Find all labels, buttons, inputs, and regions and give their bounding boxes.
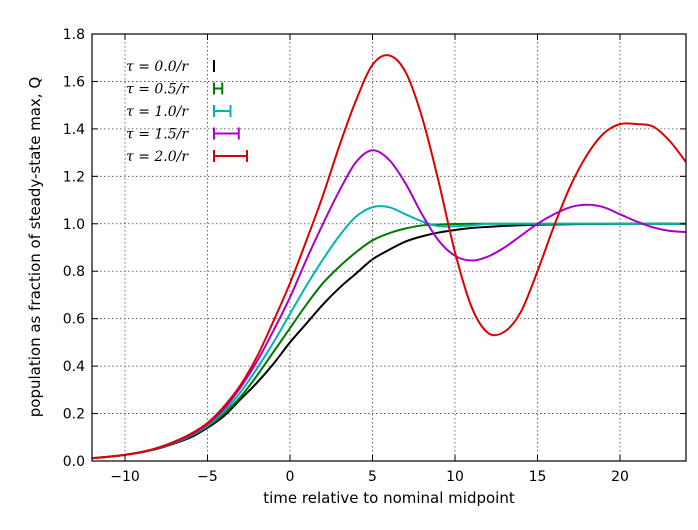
plot-frame <box>91 33 687 462</box>
x-tick-label: 15 <box>529 469 547 485</box>
legend-delay-bar-4 <box>213 150 248 162</box>
legend-delay-bar-2 <box>213 105 232 117</box>
x-axis-label: time relative to nominal midpoint <box>263 489 515 507</box>
x-tick-label: 10 <box>446 469 464 485</box>
y-tick-label: 0.2 <box>63 407 85 423</box>
x-tick-label: −5 <box>197 469 218 485</box>
y-axis-label: population as fraction of steady-state m… <box>26 77 44 417</box>
y-tick-label: 0.0 <box>63 454 85 470</box>
axis-ticks: −10 −5 0 5 10 15 20 0.0 0.2 0.4 0.6 0.8 1.0 1.2 1.4 1.6… <box>63 27 686 485</box>
series-line-4 <box>92 54 686 460</box>
y-tick-label: 0.8 <box>63 264 85 280</box>
series-line-1 <box>92 222 686 460</box>
y-tick-label: 1.6 <box>63 74 85 90</box>
legend-delay-bar-3 <box>213 127 240 140</box>
x-tick-label: 0 <box>286 469 295 485</box>
y-tick-label: 1.2 <box>63 169 85 185</box>
x-tick-label: 20 <box>611 469 629 485</box>
y-tick-label: 0.6 <box>63 312 85 328</box>
legend: τ = 0.0/r τ = 0.5/r τ = 1.0/r τ = 1.5/r τ = … <box>126 59 248 165</box>
legend-label-2: τ = 1.0/r <box>126 104 189 120</box>
grid <box>92 33 686 462</box>
y-tick-label: 1.0 <box>63 217 85 233</box>
y-tick-label: 1.4 <box>63 122 85 138</box>
series-lines <box>92 54 686 460</box>
x-tick-label: −10 <box>110 469 140 485</box>
legend-delay-bar-1 <box>213 82 224 95</box>
series-line-2 <box>92 205 686 460</box>
legend-label-0: τ = 0.0/r <box>126 59 189 75</box>
y-tick-label: 1.8 <box>63 27 85 43</box>
legend-label-4: τ = 2.0/r <box>126 149 189 165</box>
y-tick-label: 0.4 <box>63 359 85 375</box>
legend-label-1: τ = 0.5/r <box>126 82 189 98</box>
series-line-3 <box>92 149 686 460</box>
x-tick-label: 5 <box>368 469 377 485</box>
legend-label-3: τ = 1.5/r <box>126 127 189 143</box>
series-line-0 <box>92 222 686 460</box>
